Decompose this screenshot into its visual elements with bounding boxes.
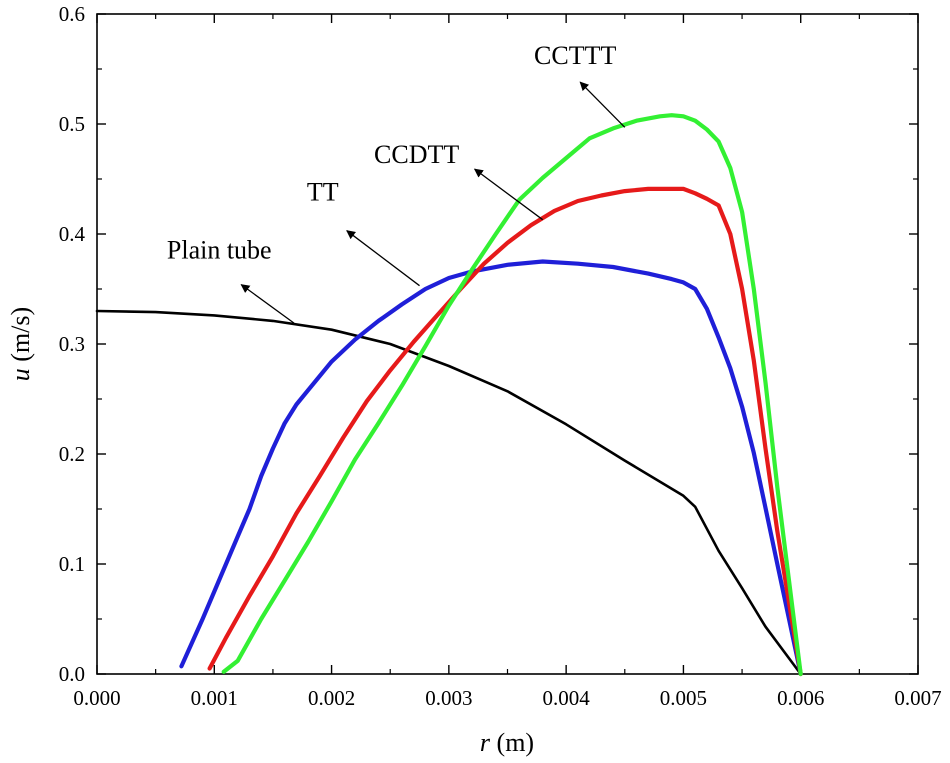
annotation-arrow-plain-tube	[240, 284, 295, 324]
y-tick-label: 0.4	[59, 222, 86, 246]
x-tick-label: 0.002	[308, 686, 355, 710]
series-line-tt	[179, 259, 803, 677]
y-tick-label: 0.2	[59, 442, 85, 466]
x-tick-label: 0.007	[894, 686, 941, 710]
series-lines	[95, 113, 803, 677]
x-tick-label: 0.005	[660, 686, 707, 710]
annotation-arrow-ccdtt	[473, 168, 544, 221]
x-tick-label: 0.006	[777, 686, 824, 710]
annotation-arrow-tt	[346, 230, 420, 287]
x-axis-label: r (m)	[480, 728, 534, 757]
x-tick-label: 0.004	[543, 686, 591, 710]
y-ticks	[97, 13, 918, 675]
y-tick-label: 0.5	[59, 112, 85, 136]
y-axis-label: u (m/s)	[6, 307, 35, 381]
y-axis-unit: (m/s)	[6, 307, 35, 368]
annotation-label-tt: TT	[307, 178, 339, 207]
series-line-ccdtt	[207, 186, 803, 677]
x-axis-unit: (m)	[490, 728, 534, 757]
y-tick-label: 0.6	[59, 2, 85, 26]
x-axis-variable: r	[480, 728, 491, 757]
y-tick-label: 0.1	[59, 552, 85, 576]
series-line-ccttt	[221, 113, 803, 677]
y-axis-variable: u	[6, 368, 35, 381]
y-tick-labels: 0.0 0.1 0.2 0.3 0.4 0.5 0.6	[59, 2, 86, 686]
x-tick-labels: 0.000 0.001 0.002 0.003 0.004 0.005 0.006 0.007	[73, 686, 941, 710]
annotations: CCTTT CCDTT TT Plain tube	[167, 41, 626, 324]
annotation-label-ccdtt: CCDTT	[374, 140, 459, 169]
annotation-label-ccttt: CCTTT	[534, 41, 616, 70]
y-tick-label: 0.0	[59, 662, 85, 686]
x-ticks	[96, 14, 919, 674]
annotation-label-plain-tube: Plain tube	[167, 236, 272, 265]
series-line-plain-tube	[95, 309, 803, 676]
y-tick-label: 0.3	[59, 332, 85, 356]
annotation-arrow-ccttt	[579, 81, 626, 128]
x-tick-label: 0.003	[425, 686, 472, 710]
x-tick-label: 0.000	[73, 686, 120, 710]
x-tick-label: 0.001	[191, 686, 238, 710]
